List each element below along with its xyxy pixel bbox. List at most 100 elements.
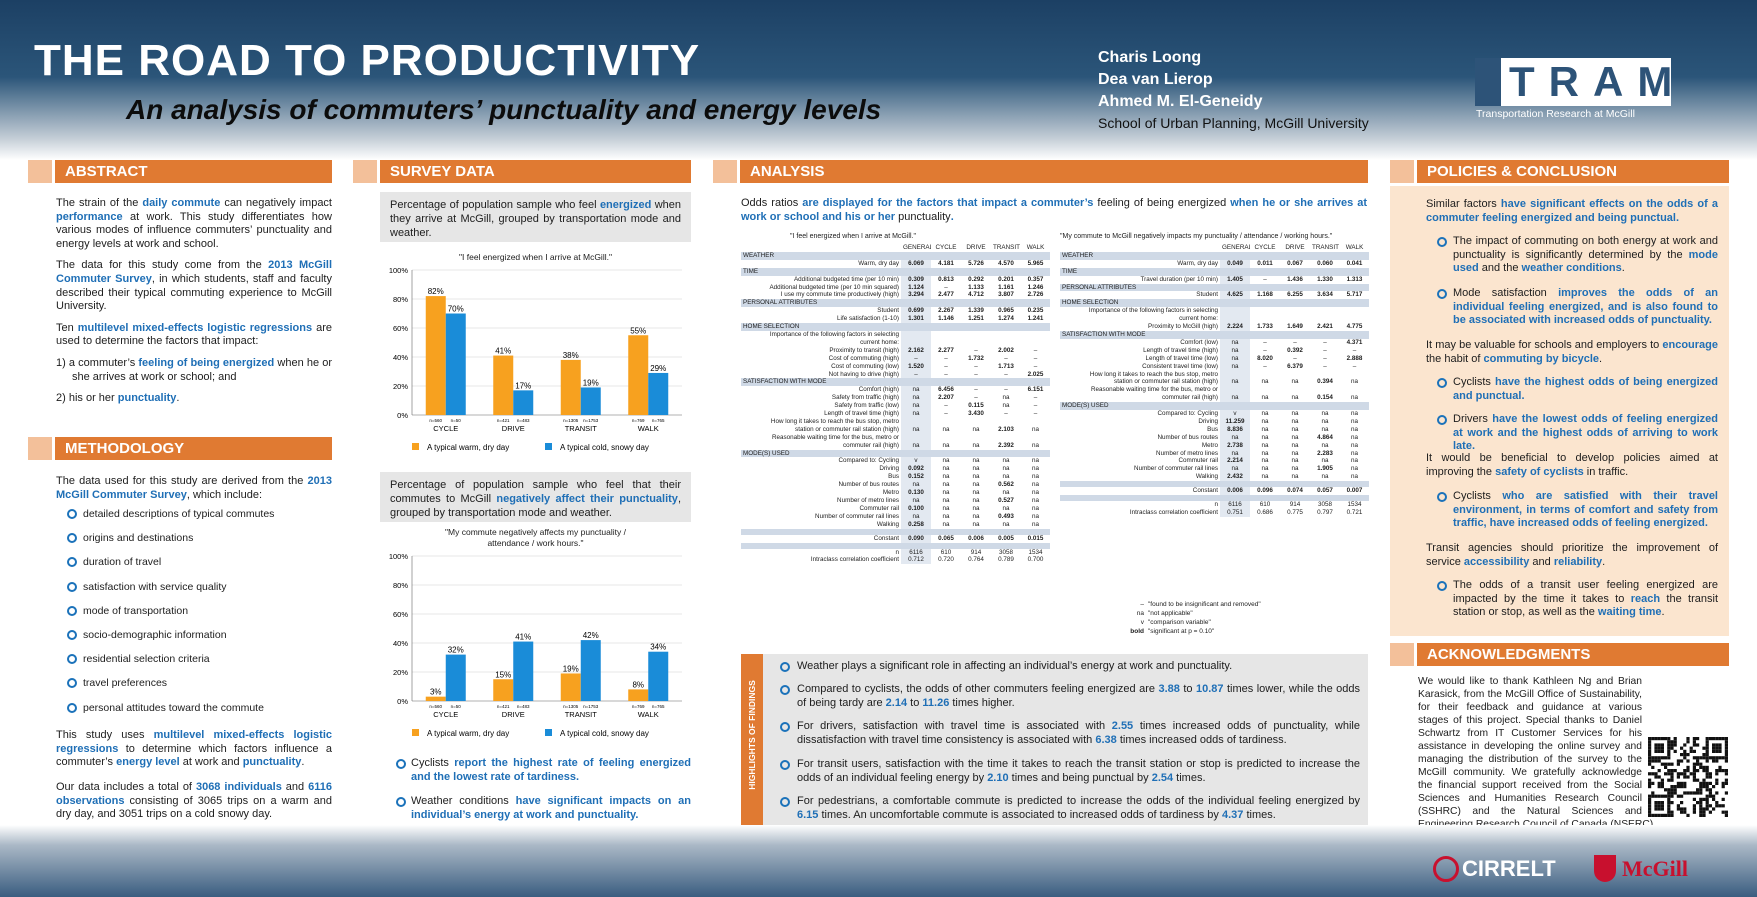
legend-label: A typical cold, snowy day bbox=[560, 443, 649, 452]
bar-value-label: 34% bbox=[650, 643, 666, 652]
table-row: HOME SELECTION bbox=[1060, 299, 1369, 308]
policy-bullet-icon bbox=[1437, 581, 1447, 591]
body-text: punctuality bbox=[898, 210, 951, 223]
table-cell bbox=[961, 418, 991, 426]
table-cell: 1.733 bbox=[1257, 323, 1273, 331]
table-cell: 1.133 bbox=[968, 283, 984, 291]
table-row: Student 0.699 2.267 1.339 0.965 0.235 bbox=[741, 307, 1050, 316]
table-cell: – bbox=[1033, 410, 1038, 418]
table-cell: na bbox=[972, 441, 980, 449]
sample-size-label: n=769 bbox=[632, 418, 645, 423]
table-cell: 8.836 bbox=[1220, 425, 1250, 434]
table-row: n 6116 610 914 3058 1534 bbox=[1060, 501, 1369, 509]
table-cell: – bbox=[1263, 338, 1267, 346]
row-label: Bus bbox=[1207, 425, 1218, 433]
bar-transit-cold bbox=[580, 387, 601, 415]
table-cell: na bbox=[1002, 520, 1010, 528]
table-cell: na bbox=[942, 512, 950, 520]
body-text: at work and bbox=[179, 756, 243, 769]
highlight-text: daily commute bbox=[142, 197, 221, 209]
highlight-bullet-icon bbox=[780, 722, 790, 732]
highlight-text: negatively affect their punctuality bbox=[496, 493, 678, 505]
ack-heading: ACKNOWLEDGMENTS bbox=[1417, 643, 1729, 666]
survey-bullet-2: Weather conditions have significant impa… bbox=[411, 795, 691, 822]
policies-heading: POLICIES & CONCLUSION bbox=[1417, 160, 1729, 183]
energized-odds-table: GENERAL CYCLE DRIVE TRANSIT WALK WEATHER Warm,… bbox=[741, 244, 1050, 565]
policy-bullet-icon bbox=[1437, 415, 1447, 425]
highlight-text: safety of cyclists bbox=[1495, 465, 1584, 478]
table-row bbox=[741, 528, 1050, 535]
table-cell: na bbox=[1350, 410, 1358, 418]
table-cell: 3058 bbox=[1317, 501, 1332, 509]
table-cell: – bbox=[1263, 346, 1267, 354]
body-text: . bbox=[176, 392, 180, 405]
row-label: Metro bbox=[882, 489, 899, 497]
ack-marker bbox=[1390, 643, 1414, 666]
table-cell: na bbox=[972, 512, 980, 520]
methodology-p1: The data used for this study are derived… bbox=[56, 475, 332, 502]
row-label: Number of bus routes bbox=[838, 481, 899, 489]
table-cell: – bbox=[1033, 394, 1038, 402]
methodology-p2: This study uses multilevel mixed-effects… bbox=[56, 729, 332, 770]
table-cell: na bbox=[972, 457, 980, 465]
table-cell: 0.394 bbox=[1317, 378, 1333, 386]
table-cell: – bbox=[974, 386, 978, 394]
school-name: School of Urban Planning, McGill Univers… bbox=[1098, 115, 1369, 131]
table-cell: na bbox=[1350, 441, 1358, 449]
table-cell: – bbox=[1352, 362, 1357, 370]
body-text: Mode satisfaction bbox=[1453, 287, 1547, 299]
table-cell: 11.259 bbox=[1220, 417, 1250, 426]
highlight-text: have significant impacts on an individua… bbox=[411, 795, 691, 821]
method-list-item: origins and destinations bbox=[83, 532, 194, 545]
bar-cycle-cold bbox=[445, 654, 466, 701]
table-cell: na bbox=[1291, 425, 1299, 433]
policy-b3: Cyclists have the highest odds of being … bbox=[1453, 376, 1718, 403]
table-cell: na bbox=[942, 520, 950, 528]
body-text: Percentage of population sample who feel… bbox=[390, 479, 681, 505]
table-cell: 1.339 bbox=[968, 307, 984, 315]
body-text: . bbox=[301, 756, 305, 769]
body-text: The data for this study come from the bbox=[56, 259, 269, 272]
table-cell: – bbox=[1263, 275, 1267, 283]
legend-swatch bbox=[545, 443, 552, 450]
table-cell: 2.025 bbox=[1027, 370, 1044, 378]
row-label: station or commuter rail station (high) bbox=[795, 425, 899, 433]
table-cell: na bbox=[972, 425, 980, 433]
table-cell: 0.712 bbox=[901, 556, 931, 565]
row-label: Length of travel time (high) bbox=[1143, 346, 1218, 354]
row-label: I use my commute time productively (high… bbox=[780, 291, 899, 299]
table-cell bbox=[991, 331, 1021, 339]
legend-desc: "comparison variable" bbox=[1148, 619, 1211, 626]
table-row: Number of metro lines na na na 2.283 na bbox=[1060, 449, 1369, 458]
tram-logo-text: TRAM bbox=[1509, 58, 1687, 105]
highlight-text: waiting time bbox=[1597, 606, 1662, 619]
table-row: Constant 0.006 0.096 0.074 0.057 0.007 bbox=[1060, 487, 1369, 496]
table-cell bbox=[1340, 386, 1369, 394]
table-cell: 0.074 bbox=[1287, 487, 1303, 495]
highlights-side-label: HIGHLIGHTS OF FINDINGS bbox=[741, 654, 763, 828]
legend-swatch bbox=[412, 729, 419, 736]
table-row: Number of bus routes na na na 4.864 na bbox=[1060, 433, 1369, 442]
table-cell: 6.255 bbox=[1287, 291, 1303, 299]
row-label: Number of metro lines bbox=[837, 497, 899, 504]
table-cell: 610 bbox=[1259, 501, 1271, 509]
body-text: can negatively impact bbox=[220, 197, 332, 209]
table-cell: 2.738 bbox=[1220, 441, 1250, 450]
table-cell: 0.686 bbox=[1257, 509, 1273, 516]
survey-marker bbox=[353, 160, 377, 183]
table-section: MODE(S) USED bbox=[741, 449, 1050, 458]
bar-value-label: 15% bbox=[495, 670, 511, 679]
highlight-text: weather conditions bbox=[1521, 262, 1622, 275]
table-row: Student 4.625 1.168 6.255 3.634 5.717 bbox=[1060, 291, 1369, 300]
cirrelt-logo: CIRRELT bbox=[1462, 856, 1556, 881]
table-cell: 0.090 bbox=[901, 534, 931, 543]
highlight-text: improves the odds of an individual feeli… bbox=[1453, 287, 1718, 327]
sample-size-label: n=765 bbox=[652, 704, 665, 709]
body-text: times increased odds of tardiness. bbox=[1116, 733, 1287, 746]
legend-entry: bold "significant at p = 0.10" bbox=[1118, 627, 1261, 636]
table-cell: 0.700 bbox=[1027, 556, 1044, 564]
table-cell: 0.235 bbox=[1027, 307, 1044, 315]
table-row: How long it takes to reach the bus stop,… bbox=[1060, 370, 1369, 379]
table-row: Length of travel time (low) na 8.020 – – 2.88… bbox=[1060, 354, 1369, 363]
policy-bullet-icon bbox=[1437, 378, 1447, 388]
